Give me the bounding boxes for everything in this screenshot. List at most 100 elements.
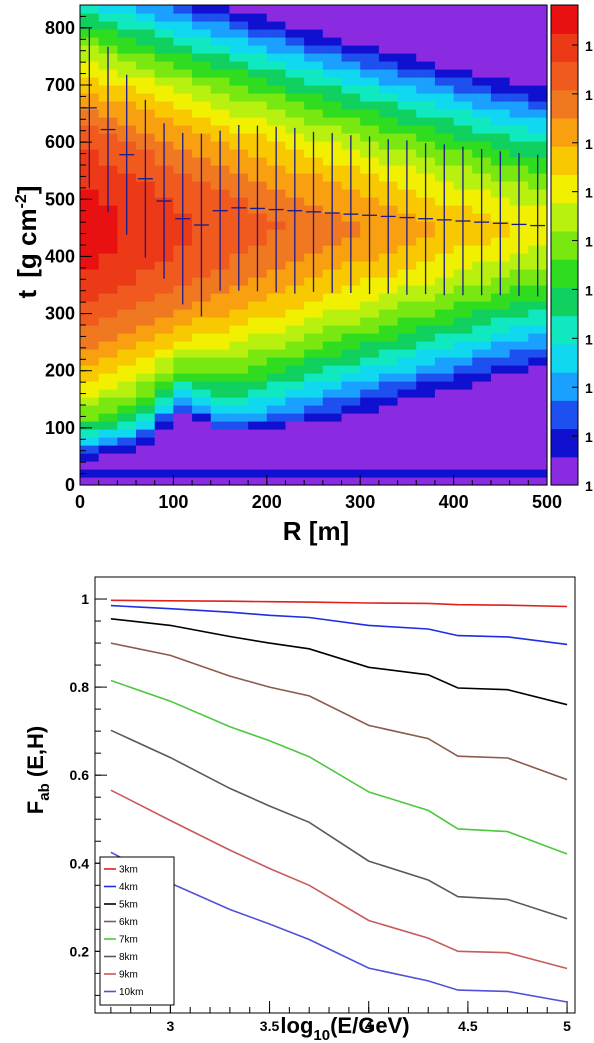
- heatmap-cell: [98, 293, 118, 302]
- heatmap-cell: [304, 309, 324, 318]
- heatmap-cell: [453, 85, 473, 94]
- heatmap-cell: [192, 61, 212, 70]
- heatmap-cell: [98, 341, 118, 350]
- heatmap-cell: [378, 13, 399, 22]
- heatmap-cell: [117, 373, 137, 382]
- heatmap-cell: [98, 445, 118, 454]
- heatmap-cell: [341, 445, 361, 454]
- heatmap-cell: [509, 61, 529, 70]
- heatmap-cell: [397, 293, 417, 302]
- heatmap-cell: [210, 405, 231, 414]
- heatmap-cell: [416, 397, 436, 406]
- heatmap-cell: [192, 437, 212, 446]
- line-x-tick-label: 3.5: [260, 1018, 280, 1034]
- heatmap-cell: [453, 349, 473, 358]
- heatmap-cell: [397, 421, 417, 430]
- heatmap-cell: [490, 413, 511, 422]
- heatmap-cell: [322, 413, 343, 422]
- heatmap-cell: [229, 325, 249, 334]
- heatmap-y-tick-label: 400: [45, 246, 75, 266]
- heatmap-cell: [98, 349, 118, 358]
- heatmap-cell: [266, 69, 287, 78]
- heatmap-cell: [378, 349, 399, 358]
- heatmap-cell: [192, 13, 212, 22]
- heatmap-cell: [154, 21, 174, 30]
- heatmap-cell: [304, 77, 324, 86]
- heatmap-cell: [397, 437, 417, 446]
- heatmap-cell: [360, 109, 380, 118]
- heatmap-cell: [266, 309, 287, 318]
- heatmap-cell: [136, 69, 156, 78]
- heatmap-cell: [378, 109, 399, 118]
- heatmap-cell: [434, 333, 455, 342]
- heatmap-cell: [229, 109, 249, 118]
- heatmap-cell: [472, 45, 492, 54]
- heatmap-cell: [173, 381, 193, 390]
- line-y-tick-label: 1: [81, 591, 89, 607]
- heatmap-cell: [453, 21, 473, 30]
- heatmap-cell: [322, 445, 343, 454]
- legend-label: 8km: [119, 952, 138, 963]
- heatmap-cell: [266, 109, 287, 118]
- profile-point: [362, 136, 378, 295]
- heatmap-cell: [453, 413, 473, 422]
- heatmap-cell: [248, 29, 268, 38]
- heatmap-cell: [173, 309, 193, 318]
- heatmap-cell: [210, 373, 231, 382]
- colorbar-tick-label: 1: [585, 185, 593, 201]
- heatmap-cell: [360, 469, 380, 478]
- heatmap-cell: [285, 453, 305, 462]
- heatmap-cell: [154, 453, 174, 462]
- heatmap-cell: [434, 461, 455, 470]
- heatmap-cell: [136, 53, 156, 62]
- heatmap-y-tick-label: 0: [65, 475, 75, 495]
- heatmap-cell: [397, 357, 417, 366]
- heatmap-cell: [472, 349, 492, 358]
- heatmap-cell: [472, 117, 492, 126]
- heatmap-cell: [434, 341, 455, 350]
- colorbar-tick-label: 1: [585, 136, 593, 152]
- heatmap-cell: [509, 341, 529, 350]
- profile-point: [399, 140, 415, 295]
- colorbar-tick-label: 1: [585, 282, 593, 298]
- heatmap-cell: [360, 365, 380, 374]
- heatmap-cell: [453, 309, 473, 318]
- heatmap-cell: [490, 389, 511, 398]
- heatmap-cell: [528, 357, 548, 366]
- heatmap-cell: [490, 293, 511, 302]
- heatmap-cell: [397, 397, 417, 406]
- heatmap-cell: [528, 365, 548, 374]
- heatmap-cell: [210, 325, 231, 334]
- heatmap-cell: [322, 405, 343, 414]
- heatmap-cell: [248, 293, 268, 302]
- heatmap-cell: [117, 261, 137, 270]
- heatmap-cell: [304, 349, 324, 358]
- heatmap-cell: [378, 405, 399, 414]
- line-x-tick-label: 4: [365, 1018, 373, 1034]
- heatmap-cell: [472, 445, 492, 454]
- line-y-tick-label: 0.4: [70, 855, 90, 871]
- heatmap-cell: [248, 461, 268, 470]
- heatmap-cell: [80, 221, 100, 230]
- heatmap-cell: [136, 325, 156, 334]
- profile-point: [268, 126, 284, 293]
- heatmap-cell: [360, 325, 380, 334]
- legend-label: 6km: [119, 917, 138, 928]
- heatmap-cell: [154, 397, 174, 406]
- heatmap-cell: [341, 325, 361, 334]
- heatmap-cell: [173, 117, 193, 126]
- heatmap-cell: [98, 213, 118, 222]
- heatmap-cell: [136, 29, 156, 38]
- heatmap-cell: [98, 309, 118, 318]
- heatmap-cell: [528, 117, 548, 126]
- heatmap-cell: [378, 45, 399, 54]
- heatmap-cell: [378, 301, 399, 310]
- heatmap-cell: [322, 389, 343, 398]
- heatmap-cell: [397, 37, 417, 46]
- heatmap-cell: [360, 317, 380, 326]
- heatmap-cell: [472, 109, 492, 118]
- heatmap-cell: [509, 405, 529, 414]
- heatmap-cell: [416, 109, 436, 118]
- heatmap-cell: [304, 109, 324, 118]
- heatmap-cell: [266, 45, 287, 54]
